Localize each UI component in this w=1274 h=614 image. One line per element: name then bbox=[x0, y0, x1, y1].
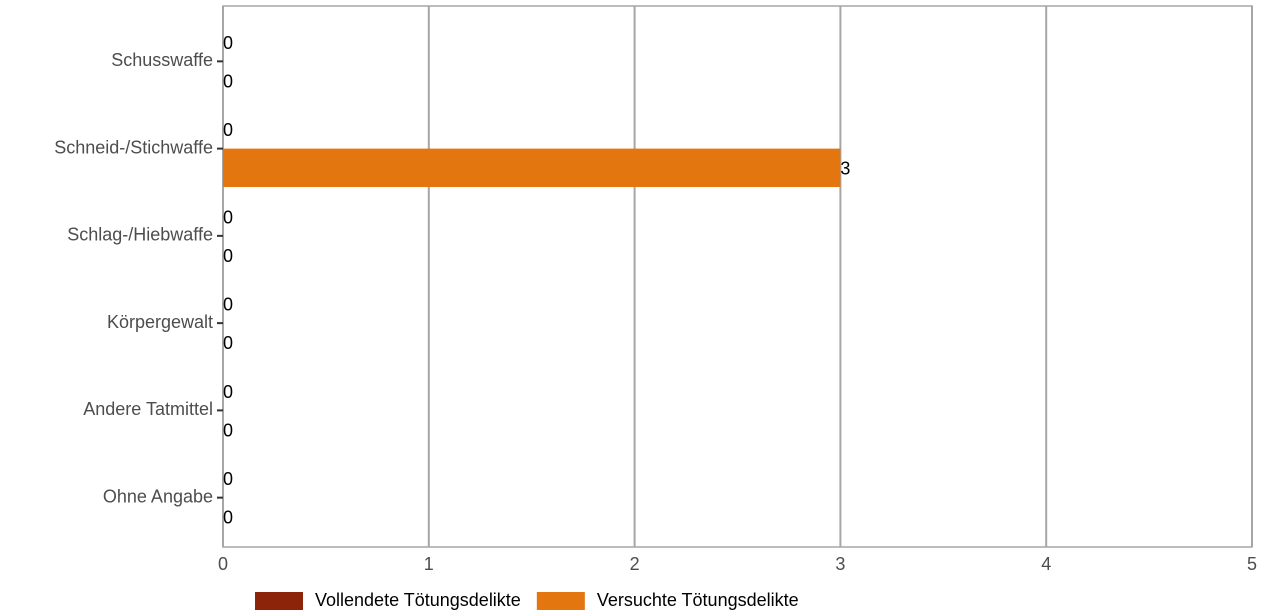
value-label: 0 bbox=[223, 333, 233, 353]
y-tick-label: Körpergewalt bbox=[107, 312, 213, 332]
x-tick-label: 4 bbox=[1041, 554, 1051, 574]
x-tick-label: 5 bbox=[1247, 554, 1257, 574]
value-label: 0 bbox=[223, 246, 233, 266]
legend-label: Vollendete Tötungsdelikte bbox=[315, 590, 521, 610]
y-tick-label: Schusswaffe bbox=[111, 50, 213, 70]
value-label: 0 bbox=[223, 71, 233, 91]
legend-swatch bbox=[255, 592, 303, 610]
x-tick-label: 3 bbox=[835, 554, 845, 574]
x-tick-label: 1 bbox=[424, 554, 434, 574]
value-label: 0 bbox=[223, 33, 233, 53]
value-label: 0 bbox=[223, 382, 233, 402]
panel-border bbox=[222, 5, 1253, 548]
value-label: 0 bbox=[223, 420, 233, 440]
y-tick-label: Ohne Angabe bbox=[103, 486, 213, 506]
value-label: 0 bbox=[223, 207, 233, 227]
bar bbox=[223, 148, 841, 188]
value-label: 0 bbox=[223, 469, 233, 489]
legend-swatch bbox=[536, 592, 585, 610]
value-label: 0 bbox=[223, 295, 233, 315]
y-tick-label: Schlag-/Hiebwaffe bbox=[67, 225, 213, 245]
x-tick-label: 0 bbox=[218, 554, 228, 574]
legend-label: Versuchte Tötungsdelikte bbox=[597, 590, 799, 610]
value-label: 0 bbox=[223, 508, 233, 528]
value-label: 3 bbox=[840, 159, 850, 179]
y-tick-label: Schneid-/Stichwaffe bbox=[54, 137, 213, 157]
value-label: 0 bbox=[223, 120, 233, 140]
x-tick-label: 2 bbox=[630, 554, 640, 574]
y-tick-label: Andere Tatmittel bbox=[83, 399, 213, 419]
